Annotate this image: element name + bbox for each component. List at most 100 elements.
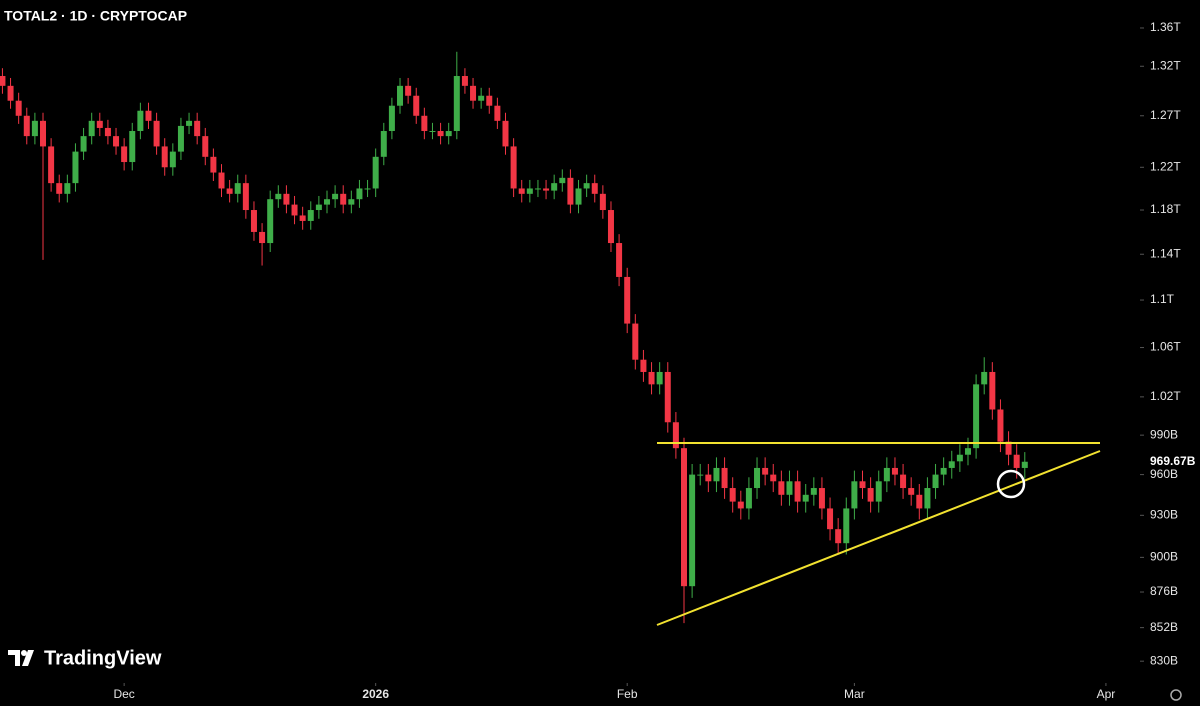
candle-body xyxy=(113,136,120,147)
y-tick-label: 900B xyxy=(1150,550,1178,564)
candle-body xyxy=(721,467,728,489)
candle-body xyxy=(916,494,923,509)
candle-body xyxy=(486,95,493,106)
candle-body xyxy=(762,467,769,475)
candle-body xyxy=(429,131,436,133)
candle-body xyxy=(1021,461,1028,468)
settings-icon[interactable] xyxy=(1170,689,1182,701)
logo-icon xyxy=(8,650,34,666)
candle-body xyxy=(818,488,825,509)
last-price-label: 969.67B xyxy=(1150,454,1196,468)
candle-body xyxy=(372,156,379,189)
y-tick-label: 1.02T xyxy=(1150,389,1181,403)
candle-body xyxy=(632,323,639,360)
candle-body xyxy=(534,188,541,190)
candle-body xyxy=(64,183,71,194)
brand-name: TradingView xyxy=(44,647,162,669)
candle-body xyxy=(478,95,485,101)
candle-body xyxy=(551,183,558,191)
chart-title: TOTAL2 · 1D · CRYPTOCAP xyxy=(4,8,187,24)
candle-body xyxy=(705,474,712,482)
candle-body xyxy=(518,188,525,194)
candle-body xyxy=(867,488,874,502)
candle-body xyxy=(7,85,14,101)
candle-body xyxy=(900,474,907,489)
candle-body xyxy=(924,488,931,509)
candle-body xyxy=(737,501,744,509)
candle-body xyxy=(494,105,501,121)
candle-body xyxy=(883,467,890,482)
candle-body xyxy=(510,146,517,189)
candle-body xyxy=(348,199,355,205)
y-tick-label: 1.32T xyxy=(1150,58,1181,72)
candle-body xyxy=(413,95,420,116)
candle-body xyxy=(835,529,842,544)
candle-body xyxy=(121,146,128,163)
candle-body xyxy=(616,243,623,277)
candle-body xyxy=(989,371,996,410)
candle-body xyxy=(843,508,850,544)
candle-body xyxy=(323,199,330,205)
candle-body xyxy=(453,76,460,132)
candle-body xyxy=(810,488,817,495)
candle-body xyxy=(672,422,679,449)
candle-body xyxy=(332,193,339,200)
candle-body xyxy=(794,481,801,502)
candle-body xyxy=(713,467,720,482)
candle-body xyxy=(656,371,663,385)
candle-body xyxy=(1005,441,1012,455)
candle-body xyxy=(405,85,412,96)
y-tick-label: 1.36T xyxy=(1150,20,1181,34)
candle-body xyxy=(177,125,184,152)
candle-body xyxy=(145,110,152,121)
candle-body xyxy=(226,188,233,194)
candle-body xyxy=(754,467,761,489)
y-tick-label: 930B xyxy=(1150,507,1178,521)
candle-body xyxy=(397,85,404,106)
candle-body xyxy=(72,151,79,184)
x-tick-label: Apr xyxy=(1097,687,1116,701)
candle-body xyxy=(908,488,915,495)
candle-body xyxy=(607,210,614,244)
candle-body xyxy=(356,188,363,200)
y-tick-label: 852B xyxy=(1150,620,1178,634)
candle-body xyxy=(526,188,533,194)
y-tick-label: 1.22T xyxy=(1150,159,1181,173)
candle-body xyxy=(940,467,947,475)
candle-body xyxy=(161,146,168,168)
candle-body xyxy=(137,110,144,132)
candle-body xyxy=(932,474,939,489)
candle-body xyxy=(591,183,598,194)
candle-body xyxy=(681,448,687,587)
candle-body xyxy=(96,120,103,128)
candle-body xyxy=(948,461,955,468)
candle-body xyxy=(40,120,47,147)
candle-body xyxy=(364,188,371,190)
candle-body xyxy=(15,100,22,116)
y-tick-label: 960B xyxy=(1150,467,1178,481)
candle-body xyxy=(218,172,225,189)
candle-body xyxy=(697,474,704,476)
candle-body xyxy=(981,371,988,385)
candle-body xyxy=(470,85,477,101)
candle-body xyxy=(48,146,55,184)
candle-body xyxy=(827,508,834,530)
y-tick-label: 1.27T xyxy=(1150,108,1181,122)
candle-body xyxy=(851,481,858,509)
candle-body xyxy=(770,474,777,482)
candle-body xyxy=(340,193,347,205)
candle-body xyxy=(129,131,136,163)
x-tick-label: Feb xyxy=(617,687,638,701)
x-tick-label: 2026 xyxy=(362,687,389,701)
candle-body xyxy=(104,127,111,137)
candle-body xyxy=(786,481,793,495)
candle-body xyxy=(283,193,290,205)
candle-body xyxy=(689,474,696,587)
candle-body xyxy=(567,177,574,205)
candle-body xyxy=(599,193,606,211)
candles xyxy=(0,51,1028,624)
candle-body xyxy=(664,371,671,423)
candle-body xyxy=(23,115,30,137)
x-tick-label: Mar xyxy=(844,687,865,701)
